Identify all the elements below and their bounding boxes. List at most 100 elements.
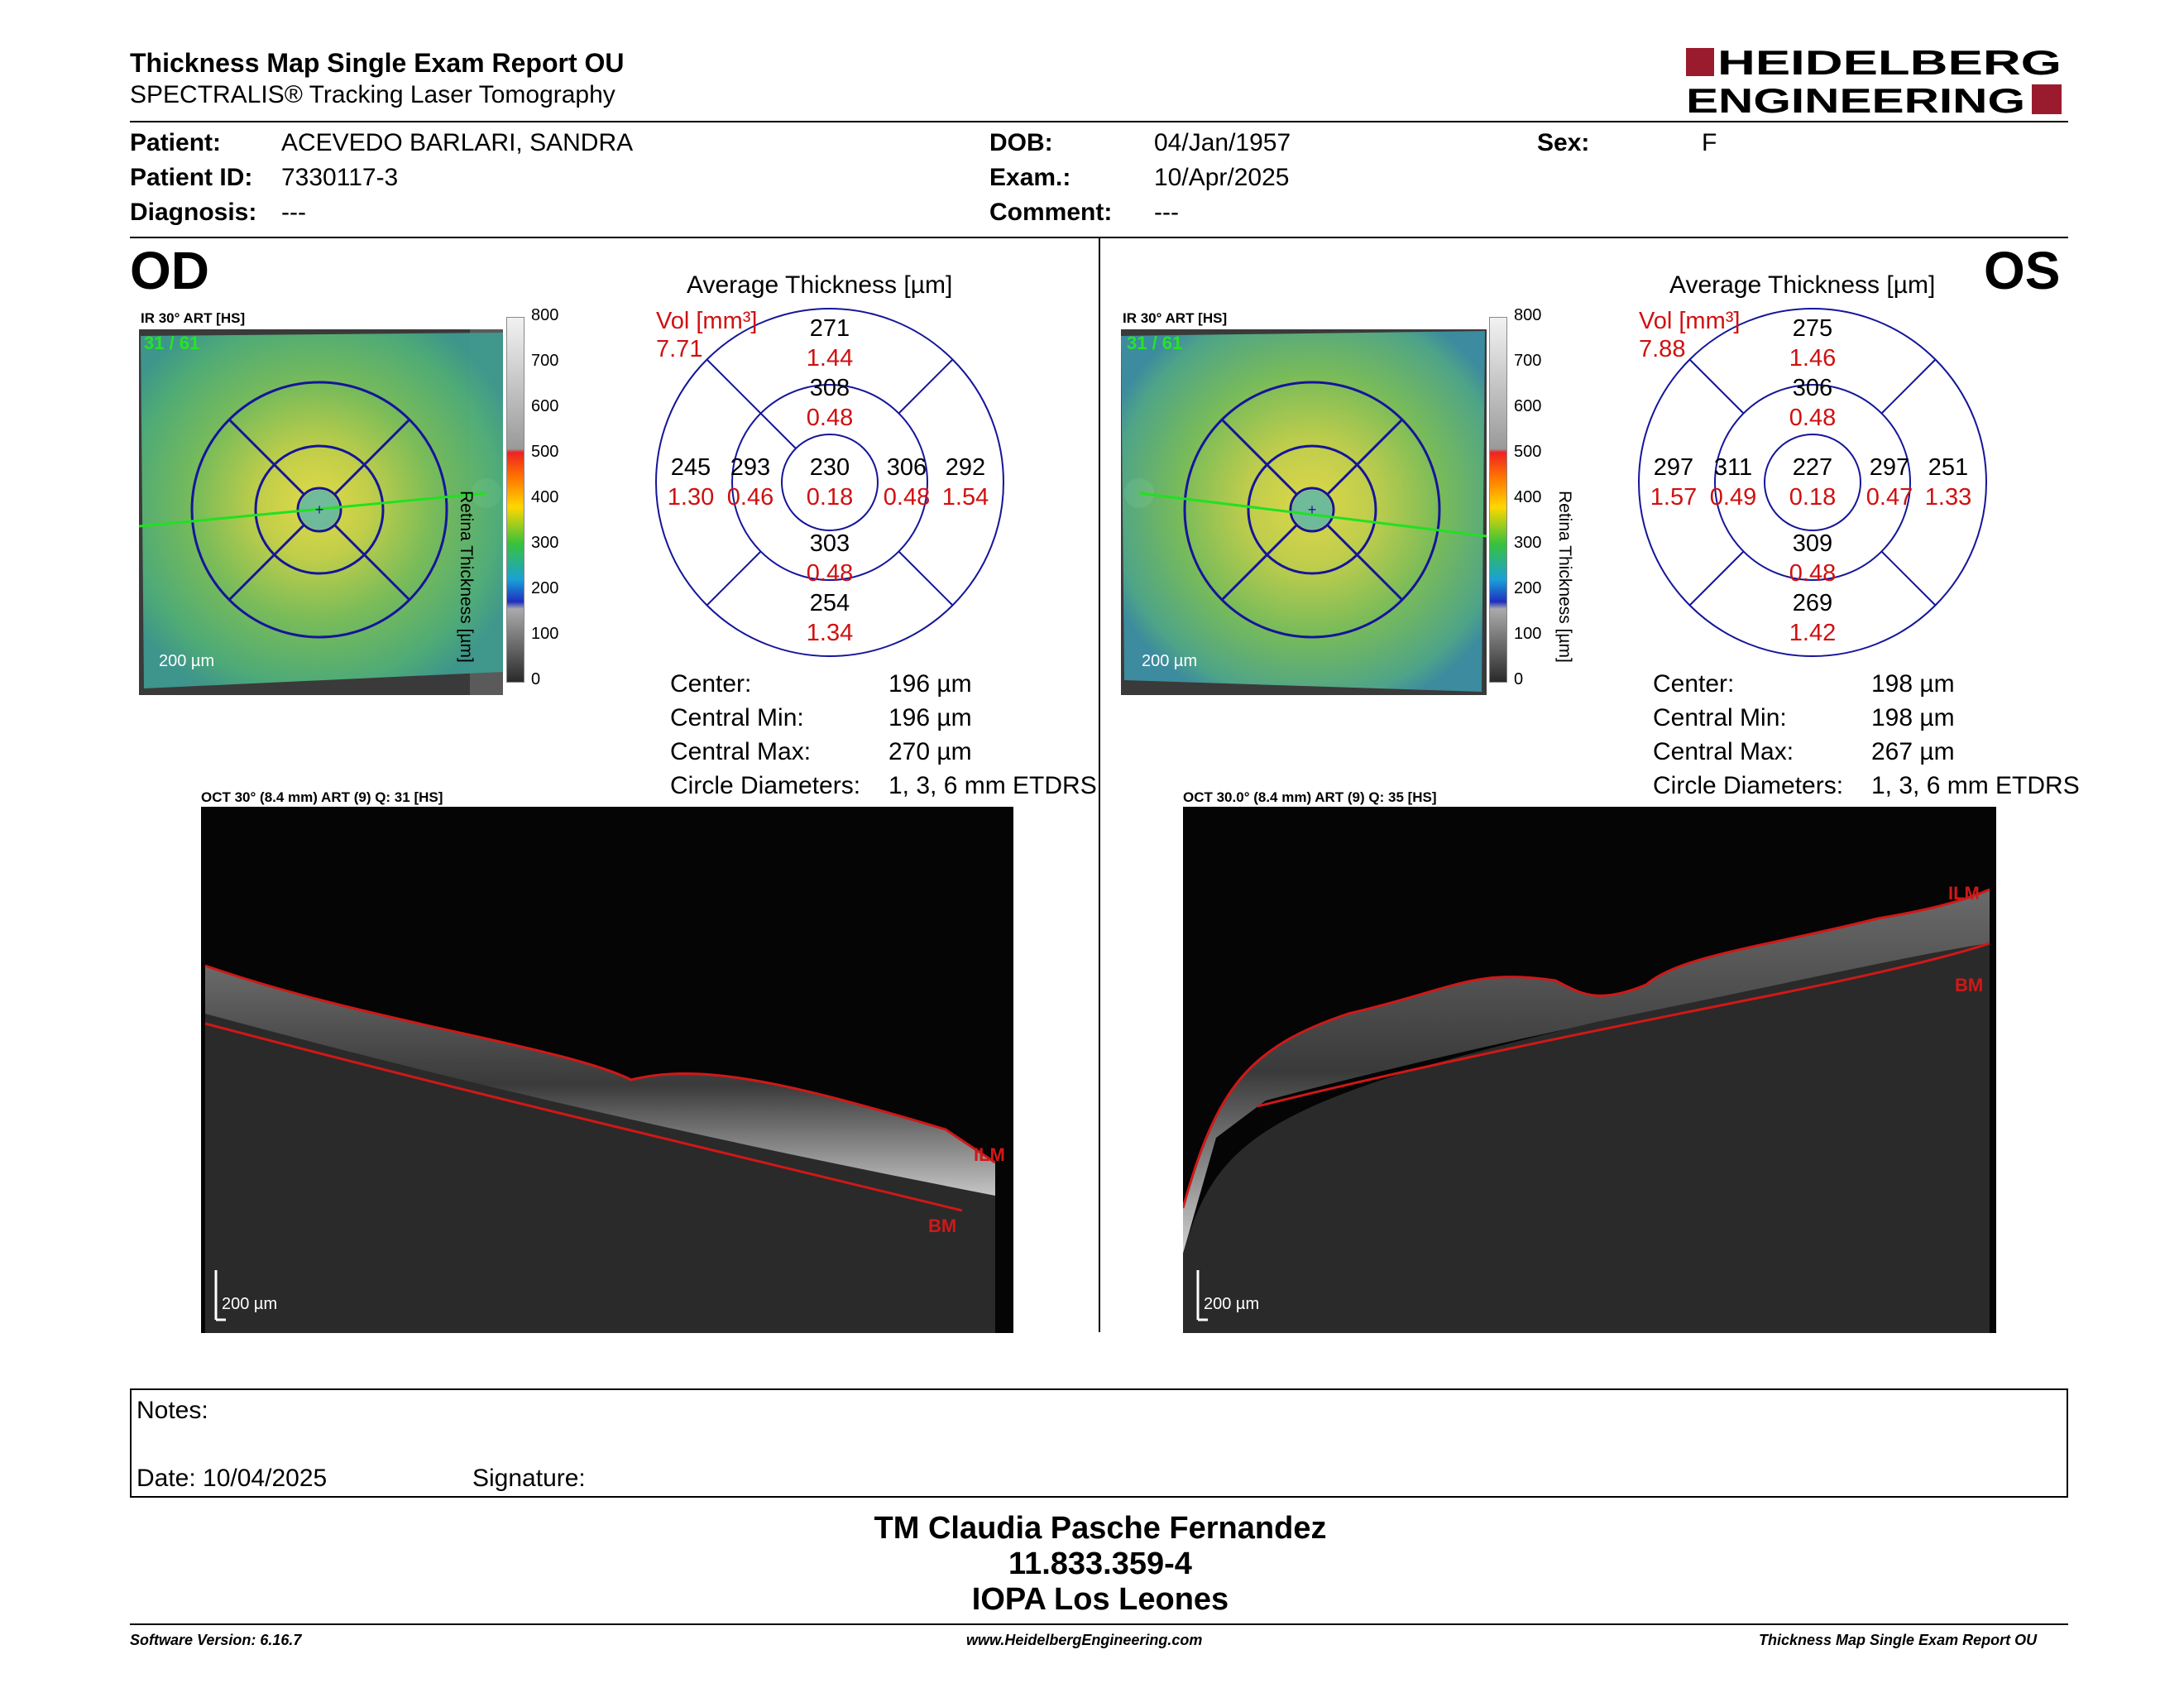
diagnosis-label: Diagnosis: <box>130 199 257 226</box>
os-central-min-label: Central Min: <box>1653 704 1787 731</box>
os-avg-thickness-title: Average Thickness [µm] <box>1669 271 1936 299</box>
os-ir-label: IR 30° ART [HS] <box>1123 310 1228 326</box>
os-circle-diam-label: Circle Diameters: <box>1653 772 1844 799</box>
od-ir-scale: 200 µm <box>159 652 215 670</box>
sex-label: Sex: <box>1537 129 1590 156</box>
svg-text:+: + <box>1308 501 1317 518</box>
od-etdrs-grid <box>654 306 1009 662</box>
od-outer-right-vol: 1.54 <box>942 484 989 511</box>
od-colorbar-ticks: 800 700 600 500 400 300 200 100 0 <box>531 306 559 688</box>
os-etdrs-values: 275 1.46 306 0.48 297 1.57 311 0.49 227 … <box>1636 306 1992 662</box>
od-outer-left: 245 <box>671 454 711 481</box>
os-center-vol: 0.18 <box>1789 484 1836 511</box>
os-vol-total: 7.88 <box>1639 336 1686 362</box>
os-inner-inf-vol: 0.48 <box>1789 560 1836 587</box>
notes-box: Notes: Date: 10/04/2025 Signature: <box>130 1388 2068 1498</box>
os-vol-label: Vol [mm³] <box>1639 308 1741 334</box>
os-thickness-colorbar <box>1489 317 1507 683</box>
svg-text:HEIDELBERG: HEIDELBERG <box>1717 46 2062 82</box>
od-vol-label: Vol [mm³] <box>656 308 758 334</box>
od-ilm-label: ILM <box>974 1144 1005 1165</box>
sex-value: F <box>1702 129 1717 156</box>
os-inner-inf: 309 <box>1793 530 1832 557</box>
dob-value: 04/Jan/1957 <box>1154 129 1291 156</box>
od-inner-left: 293 <box>730 454 770 481</box>
od-central-max-value: 270 µm <box>888 738 972 765</box>
os-outer-inf: 269 <box>1793 590 1832 616</box>
os-outer-right: 251 <box>1928 454 1968 481</box>
os-eye-label: OS <box>1984 241 2061 300</box>
footer-report-name: Thickness Map Single Exam Report OU <box>1759 1632 2038 1648</box>
patient-id-label: Patient ID: <box>130 164 253 191</box>
os-circle-diam-value: 1, 3, 6 mm ETDRS <box>1871 772 2080 799</box>
od-oct-bscan <box>201 807 1013 1333</box>
os-inner-right: 297 <box>1870 454 1909 481</box>
od-inner-inf-vol: 0.48 <box>807 560 853 587</box>
os-ilm-label: ILM <box>1948 883 1980 904</box>
os-colorbar-label: Retina Thickness [µm] <box>1555 491 1574 663</box>
comment-label: Comment: <box>989 199 1113 226</box>
od-inner-inf: 303 <box>810 530 850 557</box>
od-center-vol: 0.18 <box>807 484 853 511</box>
od-colorbar-label: Retina Thickness [µm] <box>457 491 476 663</box>
od-outer-sup-vol: 1.44 <box>807 345 853 372</box>
od-outer-sup: 271 <box>810 315 850 342</box>
dob-label: DOB: <box>989 129 1053 156</box>
patient-label: Patient: <box>130 129 222 156</box>
os-center-label: Center: <box>1653 670 1735 698</box>
notes-label: Notes: <box>136 1397 208 1424</box>
comment-value: --- <box>1154 199 1179 226</box>
od-inner-right-vol: 0.48 <box>884 484 930 511</box>
patient-id: 7330117-3 <box>281 164 399 191</box>
os-fundus-thickness-map: + <box>1121 329 1487 695</box>
heidelberg-logo: HEIDELBERG ENGINEERING <box>1686 43 2063 120</box>
od-outer-inf-vol: 1.34 <box>807 620 853 646</box>
od-outer-left-vol: 1.30 <box>668 484 714 511</box>
od-ir-counter: 31 / 61 <box>144 333 200 353</box>
od-vol-total: 7.71 <box>656 336 703 362</box>
od-oct-scale: 200 µm <box>222 1295 278 1313</box>
signer-block: TM Claudia Pasche Fernandez 11.833.359-4… <box>0 1511 2184 1618</box>
od-bm-label: BM <box>928 1216 957 1236</box>
software-version: Software Version: 6.16.7 <box>130 1632 302 1648</box>
os-central-min-value: 198 µm <box>1871 704 1955 731</box>
exam-label: Exam.: <box>989 164 1071 191</box>
od-inner-left-vol: 0.46 <box>727 484 774 511</box>
od-outer-right: 292 <box>946 454 985 481</box>
signer-institution: IOPA Los Leones <box>971 1582 1229 1617</box>
website-link[interactable]: www.HeidelbergEngineering.com <box>966 1632 1203 1648</box>
od-inner-sup: 308 <box>810 375 850 401</box>
os-ir-scale: 200 µm <box>1142 652 1198 670</box>
os-outer-left: 297 <box>1654 454 1693 481</box>
os-oct-label: OCT 30.0° (8.4 mm) ART (9) Q: 35 [HS] <box>1183 789 1437 805</box>
od-etdrs-values: 271 1.44 308 0.48 245 1.30 293 0.46 230 … <box>654 306 1009 662</box>
os-bm-label: BM <box>1955 975 1984 995</box>
os-inner-sup: 306 <box>1793 375 1832 401</box>
os-ir-counter: 31 / 61 <box>1127 333 1183 353</box>
od-inner-sup-vol: 0.48 <box>807 405 853 431</box>
os-inner-left: 311 <box>1714 454 1752 481</box>
os-outer-sup-vol: 1.46 <box>1789 345 1836 372</box>
od-center: 230 <box>810 454 850 481</box>
os-inner-sup-vol: 0.48 <box>1789 405 1836 431</box>
diagnosis-value: --- <box>281 199 306 226</box>
od-circle-diam-label: Circle Diameters: <box>670 772 861 799</box>
signer-name: TM Claudia Pasche Fernandez <box>874 1511 1327 1546</box>
od-inner-right: 306 <box>887 454 927 481</box>
os-center: 227 <box>1793 454 1832 481</box>
os-inner-left-vol: 0.49 <box>1710 484 1756 511</box>
signature-label: Signature: <box>472 1465 586 1492</box>
od-oct-label: OCT 30° (8.4 mm) ART (9) Q: 31 [HS] <box>201 789 443 805</box>
od-center-value: 196 µm <box>888 670 972 698</box>
od-avg-thickness-title: Average Thickness [µm] <box>687 271 953 299</box>
od-central-min-label: Central Min: <box>670 704 804 731</box>
od-central-max-label: Central Max: <box>670 738 812 765</box>
os-central-max-label: Central Max: <box>1653 738 1794 765</box>
os-inner-right-vol: 0.47 <box>1866 484 1913 511</box>
os-etdrs-grid <box>1636 306 1992 662</box>
od-thickness-colorbar <box>506 317 524 683</box>
report-subtitle: SPECTRALIS® Tracking Laser Tomography <box>130 81 615 108</box>
exam-value: 10/Apr/2025 <box>1154 164 1290 191</box>
od-center-label: Center: <box>670 670 752 698</box>
os-outer-sup: 275 <box>1793 315 1832 342</box>
